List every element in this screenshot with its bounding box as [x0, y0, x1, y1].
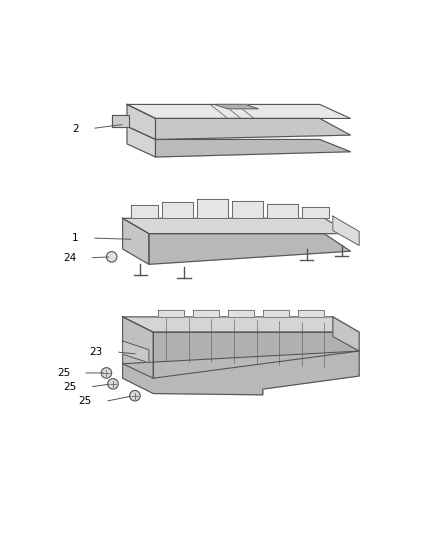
- Polygon shape: [267, 204, 298, 219]
- Text: 23: 23: [90, 347, 103, 357]
- Polygon shape: [333, 317, 359, 351]
- Polygon shape: [112, 115, 129, 127]
- Text: 1: 1: [72, 233, 79, 243]
- Polygon shape: [149, 233, 350, 264]
- Polygon shape: [155, 118, 350, 140]
- Polygon shape: [155, 140, 350, 157]
- Polygon shape: [162, 201, 193, 219]
- Polygon shape: [193, 310, 219, 317]
- Polygon shape: [131, 205, 158, 219]
- Polygon shape: [215, 104, 258, 109]
- Polygon shape: [298, 310, 324, 317]
- Text: 2: 2: [72, 124, 79, 134]
- Polygon shape: [153, 332, 359, 378]
- Polygon shape: [123, 317, 153, 378]
- Circle shape: [101, 368, 112, 378]
- Polygon shape: [127, 104, 350, 118]
- Polygon shape: [228, 310, 254, 317]
- Polygon shape: [123, 317, 359, 332]
- Circle shape: [106, 252, 117, 262]
- Text: 25: 25: [64, 382, 77, 392]
- Circle shape: [130, 391, 140, 401]
- Polygon shape: [158, 310, 184, 317]
- Text: 25: 25: [79, 397, 92, 406]
- Circle shape: [108, 378, 118, 389]
- Polygon shape: [123, 341, 149, 363]
- Polygon shape: [197, 199, 228, 219]
- Polygon shape: [302, 207, 328, 219]
- Polygon shape: [123, 219, 350, 233]
- Text: 25: 25: [57, 368, 70, 378]
- Polygon shape: [123, 351, 359, 395]
- Polygon shape: [127, 126, 155, 157]
- Text: 24: 24: [64, 253, 77, 263]
- Polygon shape: [232, 201, 263, 219]
- Polygon shape: [263, 310, 289, 317]
- Polygon shape: [123, 219, 149, 264]
- Polygon shape: [333, 216, 359, 246]
- Polygon shape: [127, 104, 155, 140]
